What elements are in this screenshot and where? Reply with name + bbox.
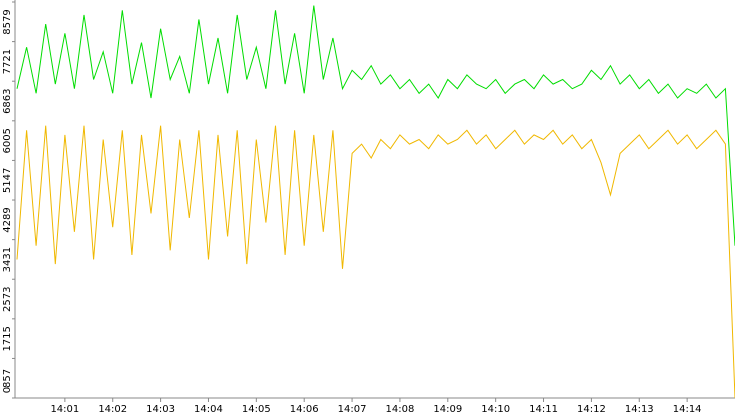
y-tick-label: 857 <box>2 369 13 388</box>
y-tick-label: 1715 <box>2 326 13 351</box>
x-tick-label: 14:14 <box>673 404 702 415</box>
x-tick-label: 14:11 <box>529 404 558 415</box>
series-line <box>16 125 735 399</box>
y-tick-label: 6005 <box>2 128 13 153</box>
x-tick-label: 14:04 <box>194 404 223 415</box>
y-tick-label: 8579 <box>2 9 13 34</box>
x-tick-label: 14:13 <box>625 404 654 415</box>
x-tick-label: 14:07 <box>338 404 367 415</box>
y-tick-label: 6863 <box>2 88 13 113</box>
x-tick-label: 14:03 <box>146 404 175 415</box>
x-tick-label: 14:05 <box>242 404 271 415</box>
y-tick-label: 5147 <box>2 168 13 193</box>
x-tick-label: 14:08 <box>386 404 415 415</box>
series-line <box>16 5 735 246</box>
x-tick-label: 14:06 <box>290 404 319 415</box>
x-tick-label: 14:02 <box>98 404 127 415</box>
x-tick-label: 14:09 <box>433 404 462 415</box>
y-tick-label: 4289 <box>2 207 13 232</box>
x-tick-label: 14:01 <box>50 404 79 415</box>
y-tick-label: 0 <box>2 387 13 393</box>
y-tick-label: 3431 <box>2 247 13 272</box>
y-tick-label: 2573 <box>2 287 13 312</box>
x-tick-label: 14:10 <box>481 404 510 415</box>
y-tick-label: 7721 <box>2 49 13 74</box>
x-tick-label: 14:12 <box>577 404 606 415</box>
